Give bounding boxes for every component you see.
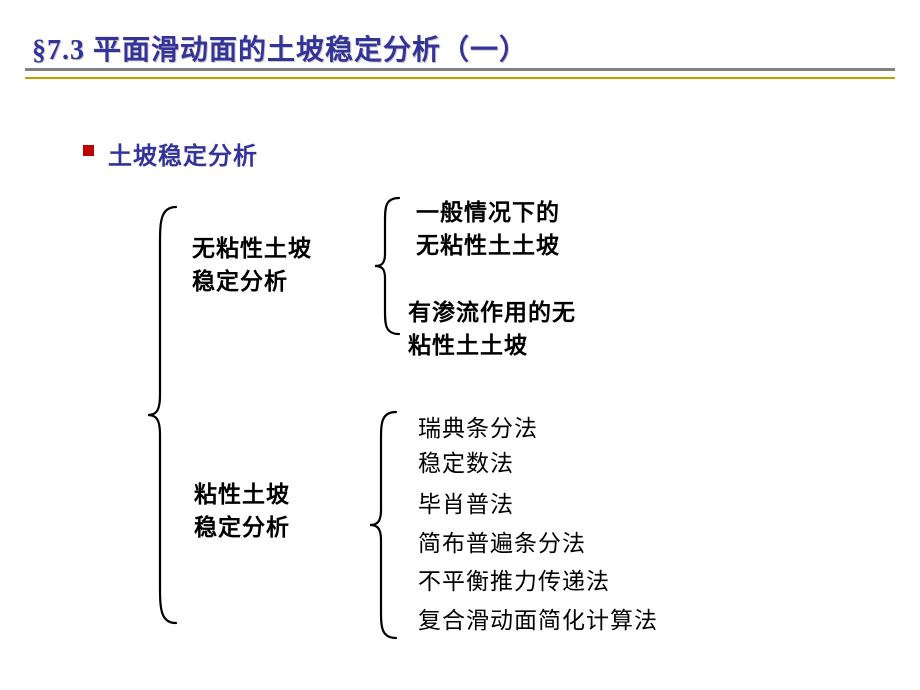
slide-title-row: §7.3 平面滑动面的土坡稳定分析（一）	[32, 28, 528, 68]
brace-noncohesive	[375, 196, 401, 336]
slide-title: §7.3 平面滑动面的土坡稳定分析（一）	[32, 28, 528, 68]
leaf-composite: 复合滑动面简化计算法	[418, 604, 658, 639]
brace-root	[148, 205, 178, 625]
bullet-square-icon	[83, 145, 94, 156]
title-rule-gray	[25, 68, 895, 71]
section-label: 土坡稳定分析	[108, 136, 258, 171]
leaf-stability-number: 稳定数法	[418, 447, 514, 482]
title-rule-gold	[25, 77, 895, 79]
leaf-unbalanced-thrust: 不平衡推力传递法	[418, 565, 610, 600]
branch-cohesive: 粘性土坡 稳定分析	[194, 478, 290, 545]
branch-noncohesive: 无粘性土坡 稳定分析	[192, 232, 312, 299]
brace-cohesive	[370, 410, 398, 640]
leaf-janbu: 简布普遍条分法	[418, 527, 586, 562]
leaf-seepage-noncohesive: 有渗流作用的无 粘性土土坡	[408, 296, 576, 363]
leaf-bishop: 毕肖普法	[418, 488, 514, 523]
leaf-swedish: 瑞典条分法	[418, 412, 538, 447]
leaf-general-noncohesive: 一般情况下的 无粘性土土坡	[416, 196, 560, 263]
